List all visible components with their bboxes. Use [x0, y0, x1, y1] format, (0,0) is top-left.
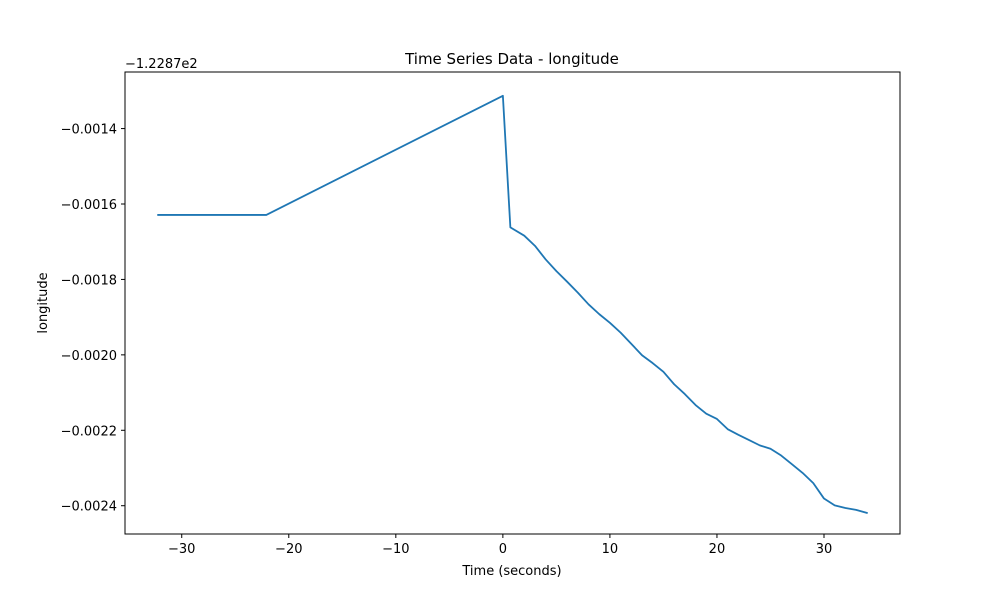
- series-line-0: [157, 94, 868, 514]
- y-axis: −0.0014 −0.0016 −0.0018 −0.0020 −0.0022 −0.00…: [61, 123, 125, 515]
- x-tick-label: 0: [499, 542, 507, 557]
- y-tick-label: −0.0020: [61, 349, 117, 364]
- x-tick-label: −20: [275, 542, 302, 557]
- x-tick-label: 10: [602, 542, 619, 557]
- x-tick-label: 20: [709, 542, 726, 557]
- y-tick-label: −0.0016: [61, 198, 117, 213]
- y-tick-label: −0.0014: [61, 123, 117, 138]
- plot-area: [157, 94, 868, 514]
- y-tick-label: −0.0022: [61, 424, 117, 439]
- y-axis-label: longitude: [36, 272, 51, 333]
- x-axis: −30 −20 −10 0 10 20 30: [168, 534, 832, 557]
- y-offset-label: −1.2287e2: [125, 57, 198, 72]
- x-tick-label: 30: [816, 542, 833, 557]
- y-tick-label: −0.0024: [61, 500, 117, 515]
- x-tick-label: −10: [382, 542, 409, 557]
- y-tick-label: −0.0018: [61, 273, 117, 288]
- axes-frame: [124, 71, 901, 535]
- x-axis-label: Time (seconds): [461, 564, 561, 579]
- chart-title: Time Series Data - longitude: [404, 50, 619, 68]
- x-tick-label: −30: [168, 542, 195, 557]
